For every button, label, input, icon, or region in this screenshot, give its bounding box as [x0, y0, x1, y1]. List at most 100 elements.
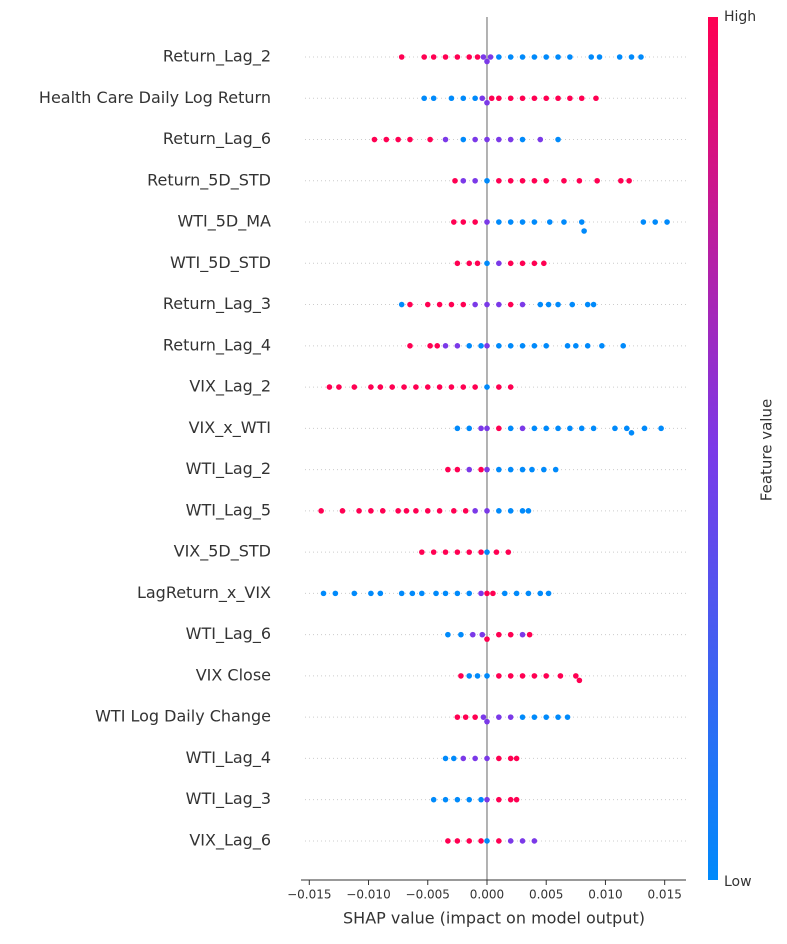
shap-dot [578, 219, 585, 225]
shap-dot [454, 343, 461, 349]
shap-dot [472, 714, 478, 720]
shap-dot [496, 714, 502, 720]
shap-dot [466, 466, 473, 473]
feature-label: VIX Close [196, 665, 271, 684]
shap-dot [493, 549, 500, 555]
shap-dot [368, 384, 374, 390]
shap-dot [501, 590, 508, 597]
shap-dot [618, 177, 624, 184]
shap-dot [543, 95, 550, 102]
shap-dot [581, 228, 587, 234]
shap-dot [519, 54, 526, 60]
feature-label: VIX_Lag_2 [189, 377, 271, 397]
shap-dot [531, 838, 538, 844]
shap-dot [496, 838, 502, 844]
shap-dot [332, 590, 339, 597]
plot-area: Return_Lag_2 Health Care Daily Log Return… [39, 17, 686, 902]
shap-dot [458, 673, 464, 679]
shap-dot [519, 466, 526, 473]
shap-dot [541, 260, 547, 267]
shap-dot [531, 343, 538, 349]
shap-dot [484, 260, 490, 267]
feature-label: Health Care Daily Log Return [39, 88, 271, 107]
shap-dot [576, 677, 583, 684]
shap-dot [641, 425, 648, 432]
shap-dot [638, 54, 644, 60]
shap-dot [543, 714, 550, 720]
shap-dot [507, 260, 514, 267]
shap-dot [466, 343, 473, 349]
shap-dot [389, 384, 396, 390]
x-tick-label: −0.010 [346, 888, 390, 902]
shap-dot [593, 95, 599, 102]
shap-dot [454, 796, 461, 803]
shap-dot [452, 177, 458, 184]
shap-dot [474, 54, 481, 60]
shap-dot [436, 301, 443, 308]
shap-dot [460, 136, 467, 143]
shap-dot [507, 384, 514, 390]
shap-dot [664, 219, 670, 225]
shap-dot [442, 343, 449, 349]
shap-dot [458, 631, 464, 638]
shap-dot [531, 260, 538, 267]
shap-dot [576, 177, 583, 184]
feature-label: VIX_5D_STD [174, 542, 271, 562]
shap-dot [519, 260, 526, 267]
shap-dot [460, 301, 467, 308]
feature-label: WTI_Lag_5 [186, 500, 271, 520]
shap-dot [599, 343, 605, 349]
shap-dot [652, 219, 658, 225]
colorbar-high: High [724, 9, 756, 25]
feature-label: WTI_5D_STD [170, 253, 271, 273]
shap-dot [526, 631, 533, 638]
shap-dot [371, 136, 378, 143]
shap-dot [545, 590, 552, 597]
shap-dot [383, 136, 390, 143]
shap-dot [567, 54, 573, 60]
shap-dot [436, 508, 443, 514]
shap-dot [427, 343, 433, 349]
shap-dot [472, 177, 478, 184]
shap-dot [472, 384, 478, 390]
shap-dot [626, 177, 632, 184]
shap-dot [377, 384, 384, 390]
shap-dot [478, 590, 484, 597]
shap-dot [555, 136, 561, 143]
shap-dot [430, 549, 437, 555]
x-tick-label: 0.005 [529, 888, 563, 902]
shap-dot [531, 219, 538, 225]
shap-dot [460, 95, 467, 102]
shap-dot [496, 177, 502, 184]
shap-dot [507, 301, 514, 308]
shap-dot [496, 301, 502, 308]
shap-dot [479, 631, 486, 638]
shap-dot [616, 54, 623, 60]
shap-dot [496, 54, 502, 60]
shap-dot [413, 508, 419, 514]
shap-dot [496, 343, 502, 349]
shap-dot [519, 508, 526, 514]
shap-dot [596, 54, 603, 60]
shap-dot [466, 673, 473, 679]
shap-dot [496, 219, 502, 225]
feature-label: VIX_Lag_6 [189, 830, 271, 850]
shap-dot [569, 301, 576, 308]
shap-dot [496, 631, 502, 638]
colorbar [708, 17, 718, 880]
shap-dot [584, 343, 591, 349]
shap-dot [507, 466, 514, 473]
shap-dot [398, 301, 405, 308]
shap-dot [507, 508, 514, 514]
shap-dot [448, 384, 455, 390]
x-tick-label: −0.015 [287, 888, 331, 902]
shap-dot [612, 425, 618, 432]
shap-dot [594, 177, 600, 184]
shap-dot [484, 838, 490, 844]
shap-dot [484, 549, 490, 555]
feature-label: LagReturn_x_VIX [137, 583, 271, 603]
shap-dot [484, 796, 490, 803]
shap-dot [573, 673, 579, 679]
shap-dot [531, 673, 538, 679]
